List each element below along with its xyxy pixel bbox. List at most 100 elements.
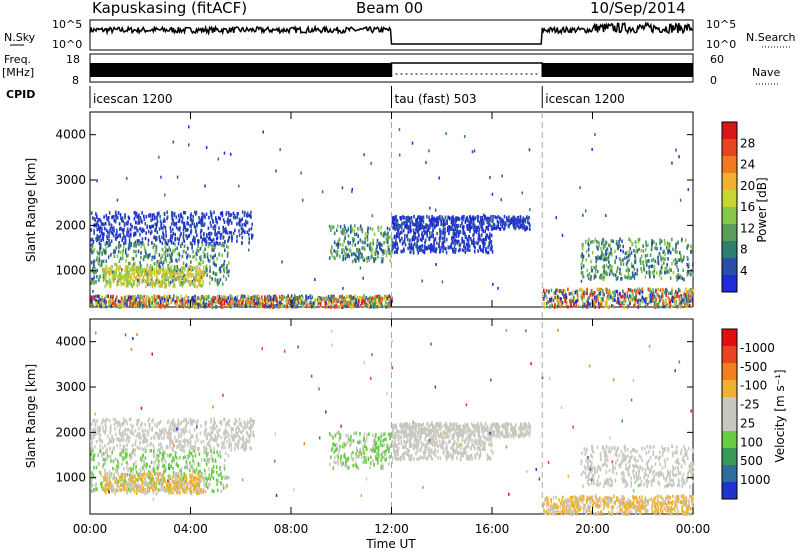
range-cell — [115, 432, 117, 437]
range-cell — [334, 304, 336, 308]
range-cell — [285, 305, 287, 309]
range-cell — [527, 217, 529, 222]
range-cell — [554, 302, 556, 307]
range-cell — [674, 301, 676, 306]
range-cell — [454, 224, 457, 228]
range-cell — [113, 275, 116, 279]
range-cell — [134, 301, 137, 305]
range-cell — [663, 290, 666, 295]
range-cell — [165, 247, 167, 251]
range-cell — [156, 230, 159, 235]
range-cell — [576, 292, 579, 296]
range-cell — [173, 265, 176, 269]
scatter-cell — [176, 175, 179, 179]
range-cell — [349, 241, 351, 245]
range-cell — [176, 304, 179, 309]
range-cell — [603, 293, 606, 297]
range-cell — [359, 296, 362, 301]
range-cell — [250, 215, 252, 219]
colorbar-swatch — [722, 224, 737, 242]
range-cell — [158, 421, 160, 425]
range-cell — [287, 294, 289, 298]
range-cell — [302, 302, 304, 306]
range-cell — [359, 224, 362, 228]
range-cell — [418, 245, 421, 249]
range-cell — [135, 275, 138, 280]
range-cell — [497, 223, 499, 228]
range-cell — [408, 217, 411, 221]
scatter-cell — [342, 286, 344, 290]
range-cell — [516, 218, 519, 222]
range-cell — [189, 265, 191, 269]
range-cell — [106, 294, 109, 298]
range-cell — [183, 300, 185, 305]
range-cell — [265, 297, 268, 301]
scatter-cell — [362, 276, 364, 280]
range-cell — [676, 264, 678, 269]
range-cell — [416, 229, 419, 234]
range-cell — [356, 304, 359, 308]
range-cell — [471, 241, 473, 245]
range-cell — [274, 294, 276, 299]
range-cell — [282, 297, 284, 302]
range-cell — [233, 303, 236, 307]
range-cell — [260, 299, 262, 303]
range-cell — [439, 214, 441, 219]
range-cell — [653, 269, 656, 273]
range-cell — [231, 235, 233, 239]
scatter-cell — [411, 141, 414, 145]
freq-tick-top: 18 — [66, 53, 80, 66]
range-cell — [99, 298, 102, 302]
range-cell — [185, 422, 188, 426]
range-cell — [97, 252, 100, 256]
range-cell — [227, 273, 230, 278]
range-cell — [212, 219, 214, 223]
range-cell — [462, 248, 465, 253]
range-cell — [176, 237, 179, 241]
range-cell — [617, 245, 620, 250]
range-cell — [155, 245, 158, 249]
range-cell — [266, 294, 269, 299]
range-cell — [117, 299, 120, 304]
range-cell — [424, 240, 426, 244]
range-cell — [96, 250, 99, 254]
range-cell — [428, 215, 430, 220]
range-cell — [487, 227, 490, 232]
range-cell — [559, 300, 561, 304]
range-cell — [142, 440, 145, 445]
range-cell — [121, 448, 124, 453]
range-cell — [91, 244, 93, 248]
range-cell — [182, 439, 185, 443]
range-cell — [407, 217, 410, 222]
range-cell — [546, 296, 548, 300]
range-cell — [351, 243, 354, 247]
range-cell — [378, 294, 381, 299]
range-cell — [192, 218, 194, 223]
range-cell — [622, 249, 624, 254]
range-cell — [685, 297, 688, 301]
scatter-cell — [582, 213, 584, 217]
range-cell — [423, 250, 426, 255]
range-cell — [100, 302, 103, 306]
range-cell — [654, 259, 657, 264]
range-cell — [384, 295, 386, 299]
range-cell — [658, 298, 660, 303]
range-cell — [192, 434, 194, 438]
scatter-cell — [650, 264, 652, 268]
range-cell — [459, 230, 462, 234]
range-cell — [255, 298, 258, 302]
range-cell — [139, 227, 141, 231]
range-cell — [581, 247, 584, 251]
range-cell — [565, 292, 567, 297]
range-cell — [398, 232, 401, 237]
range-cell — [228, 269, 230, 273]
range-cell — [407, 215, 409, 220]
range-cell — [224, 248, 226, 252]
range-cell — [466, 226, 469, 231]
range-cell — [182, 225, 185, 230]
range-cell — [577, 304, 580, 308]
range-cell — [475, 241, 477, 245]
range-cell — [220, 243, 223, 248]
range-cell — [196, 285, 199, 289]
range-cell — [416, 217, 419, 222]
